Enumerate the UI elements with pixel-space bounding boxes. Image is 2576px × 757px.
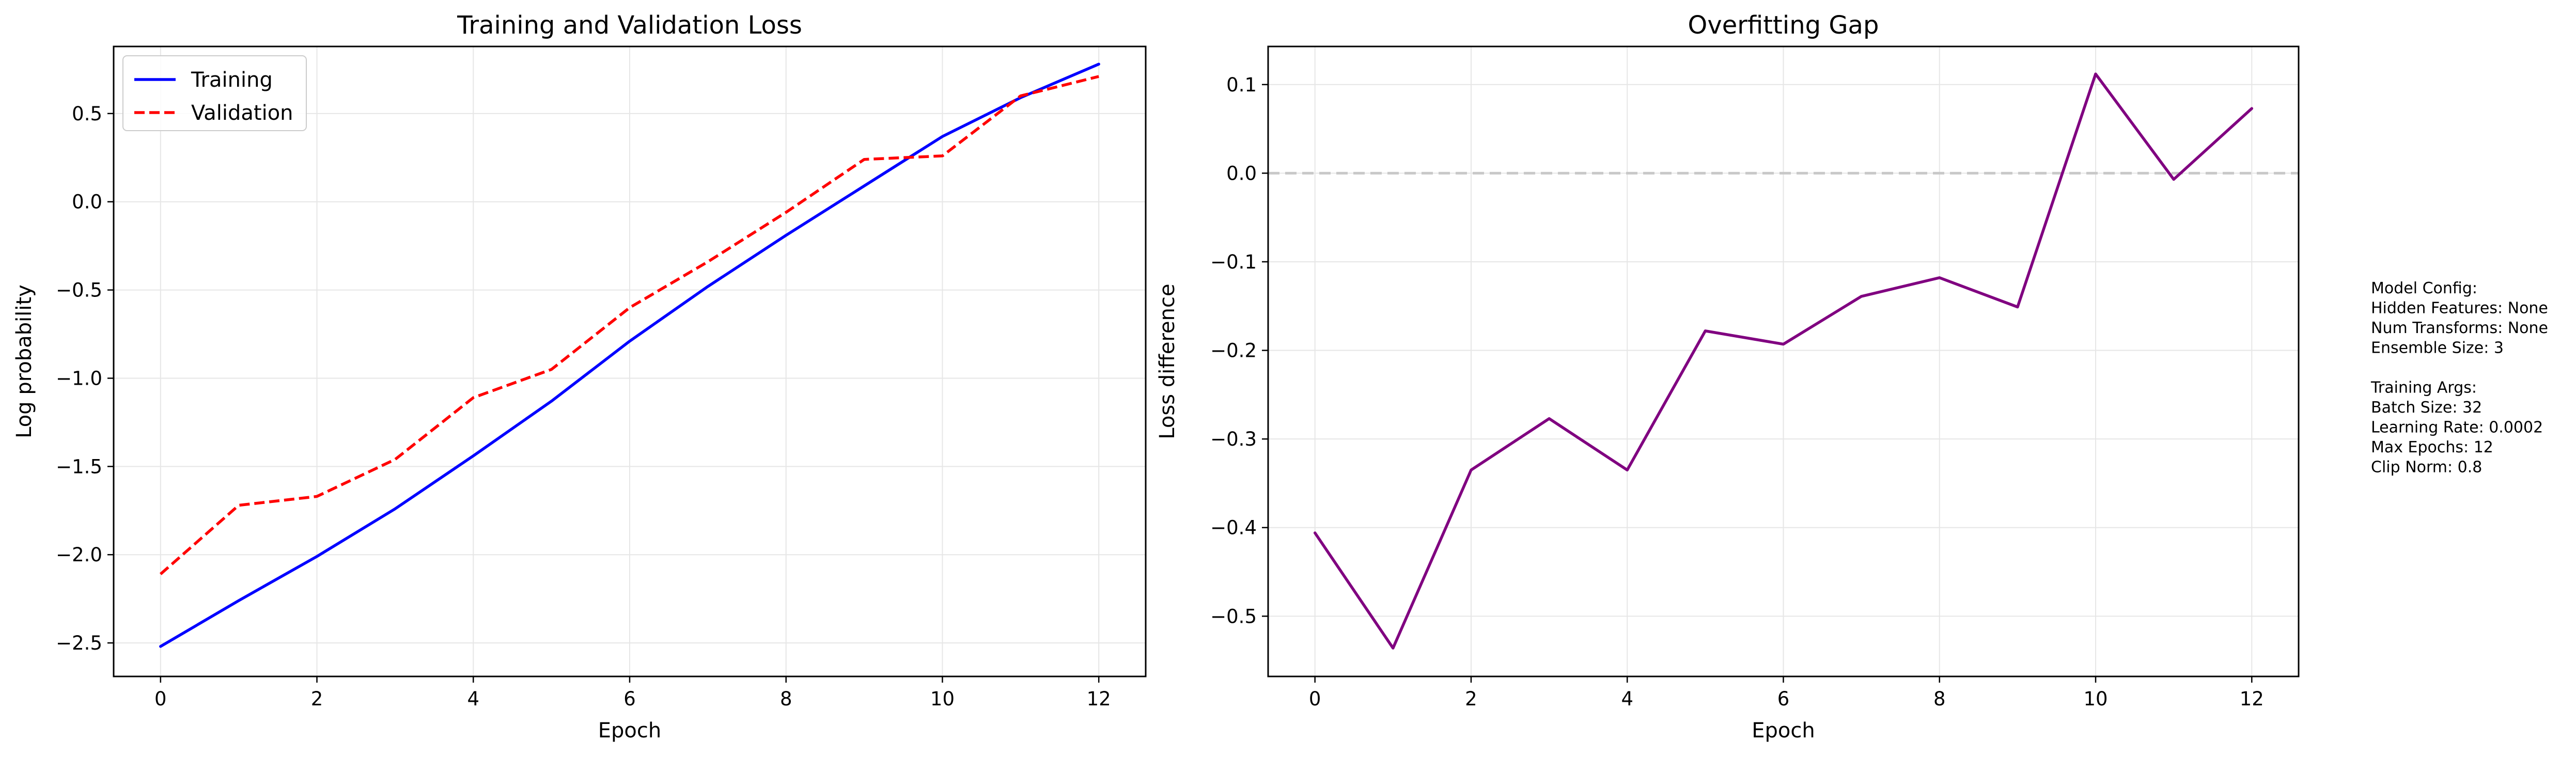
x-tick-label: 6 [623, 688, 636, 710]
config-line: Hidden Features: None [2371, 299, 2548, 318]
legend-label-training: Training [191, 68, 273, 92]
y-tick-label: 0.0 [72, 191, 102, 213]
config-line: Learning Rate: 0.0002 [2371, 419, 2543, 437]
chart-title: Training and Validation Loss [457, 11, 802, 40]
x-tick-label: 2 [311, 688, 323, 710]
plot-frame [113, 45, 1147, 677]
x-tick-label: 8 [780, 688, 792, 710]
y-tick-label: 0.0 [1226, 162, 1257, 184]
y-tick-label: −0.5 [1210, 605, 1257, 627]
x-tick-label: 10 [930, 688, 955, 710]
y-axis-label: Log probability [12, 285, 36, 438]
config-line: Training Args: [2370, 379, 2477, 397]
x-tick-label: 4 [1621, 688, 1633, 710]
gap-chart: 0 2 4 6 8 10 12 −0.5 −0.4 −0.3 −0.2 −0.1 0.0 0.1 Overf… [1156, 11, 2300, 743]
y-tick-label: −2.5 [56, 632, 102, 654]
x-axis-label: Epoch [598, 719, 661, 743]
y-tick-label: 0.1 [1226, 74, 1257, 96]
x-tick-label: 4 [467, 688, 479, 710]
chart-title: Overfitting Gap [1688, 11, 1879, 40]
loss-chart: 0 2 4 6 8 10 12 −2.5 −2.0 −1.5 −1.0 −0.5 0.0 0.5 Train… [12, 11, 1147, 743]
y-axis-label: Loss difference [1156, 283, 1179, 439]
x-tick-label: 12 [2240, 688, 2264, 710]
x-tick-label: 0 [154, 688, 167, 710]
y-tick-label: −1.0 [56, 367, 102, 389]
y-tick-label: 0.5 [72, 103, 102, 125]
plot-frame [1267, 45, 2300, 677]
y-tick-label: −0.5 [56, 279, 102, 302]
y-tick-label: −2.0 [56, 544, 102, 566]
legend-label-validation: Validation [191, 101, 293, 125]
y-tick-label: −0.3 [1210, 428, 1257, 450]
x-tick-label: 2 [1465, 688, 1477, 710]
y-tick-label: −0.4 [1210, 517, 1257, 539]
config-line: Model Config: [2371, 279, 2477, 297]
y-tick-label: −1.5 [56, 455, 102, 478]
config-line: Clip Norm: 0.8 [2371, 459, 2482, 477]
config-line: Max Epochs: 12 [2371, 438, 2493, 456]
y-tick-label: −0.1 [1210, 251, 1257, 273]
config-line: Ensemble Size: 3 [2371, 339, 2504, 357]
y-tick-label: −0.2 [1210, 340, 1257, 362]
x-tick-label: 8 [1933, 688, 1946, 710]
config-line: Num Transforms: None [2371, 319, 2548, 337]
config-line: Batch Size: 32 [2371, 399, 2482, 417]
x-tick-label: 6 [1777, 688, 1790, 710]
x-axis-label: Epoch [1752, 719, 1815, 743]
x-tick-label: 10 [2083, 688, 2107, 710]
x-tick-label: 12 [1087, 688, 1111, 710]
x-tick-label: 0 [1309, 688, 1321, 710]
